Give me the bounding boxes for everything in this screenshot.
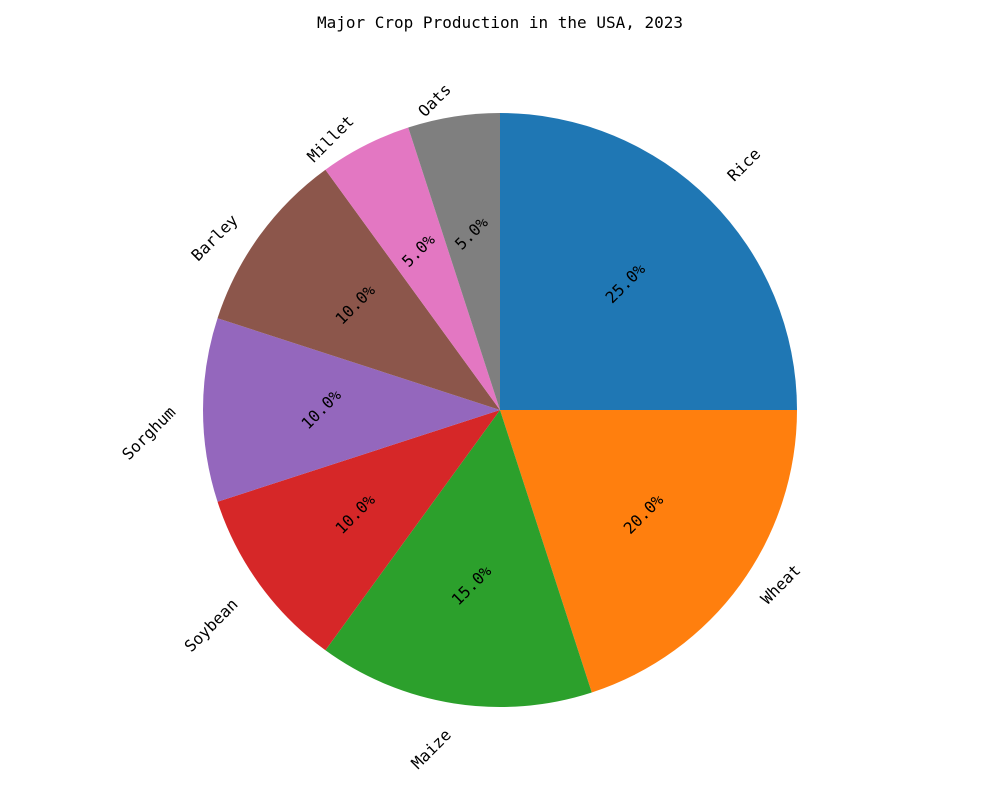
- pie-slice-oats: [408, 113, 500, 410]
- slice-label-rice: Rice: [724, 144, 765, 185]
- slice-label-wheat: Wheat: [757, 561, 804, 608]
- slice-label-barley: Barley: [187, 210, 242, 265]
- pie-slice-sorghum: [203, 318, 500, 502]
- pie-slice-rice: [500, 113, 797, 410]
- slice-label-sorghum: Sorghum: [118, 403, 179, 464]
- pie-slice-barley: [217, 169, 501, 410]
- pie-slice-soybean: [217, 410, 501, 651]
- pie-slice-maize: [325, 410, 592, 707]
- pie-slices: [203, 113, 797, 707]
- slice-label-maize: Maize: [407, 725, 454, 772]
- pie-slice-millet: [325, 127, 500, 410]
- pie-slice-wheat: [500, 410, 797, 693]
- slice-label-soybean: Soybean: [181, 595, 242, 656]
- chart-title: Major Crop Production in the USA, 2023: [316, 13, 684, 32]
- slice-label-oats: Oats: [414, 80, 455, 121]
